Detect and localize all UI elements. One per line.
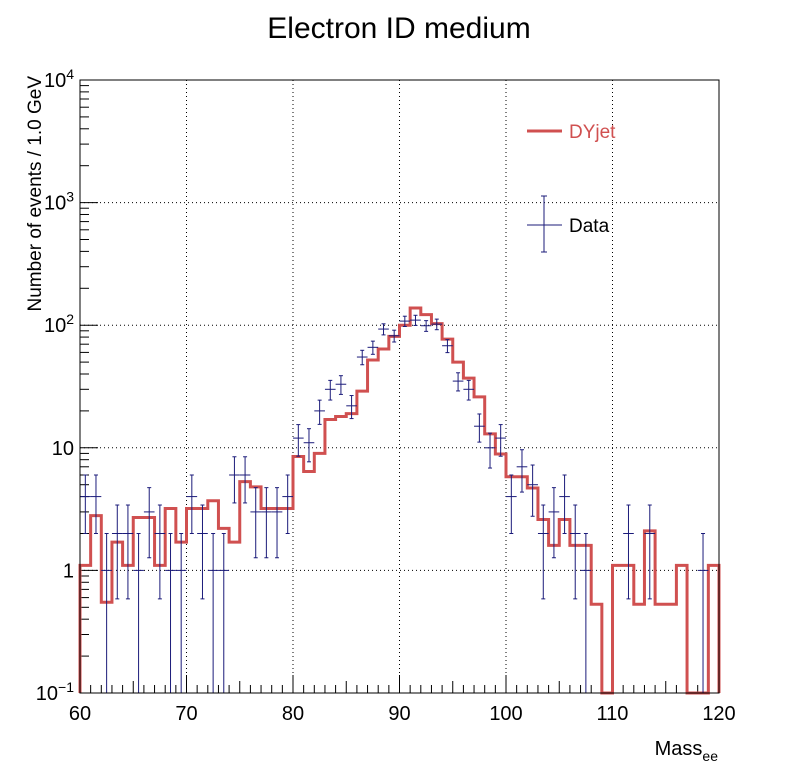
x-tick-label: 70 [175,703,197,725]
x-axis-label: Massee [655,738,719,764]
data-point [484,432,496,469]
data-point [463,379,475,401]
legend-entry-data: Data [527,195,610,253]
data-point [399,315,411,327]
data-point [133,532,144,693]
data-point [442,339,453,354]
data-point [293,424,304,457]
x-tick-label: 110 [597,703,629,725]
data-point [218,532,230,693]
data-point [261,487,272,559]
data-point [516,449,528,493]
legend-label-data: Data [569,216,610,237]
data-point [250,487,262,559]
data-point [537,504,549,600]
data-point [303,428,315,463]
data-point [324,379,336,401]
data-point [271,487,283,559]
x-tick-label: 60 [69,703,91,725]
data-point [165,532,176,693]
data-point [474,413,485,443]
chart-title: Electron ID medium [267,12,530,45]
legend-entry-dyjet: DYjet [527,122,616,143]
data-point [367,340,379,355]
data-point [239,456,251,504]
data-point [431,318,443,331]
data-point [207,532,219,693]
series-data [80,314,709,693]
data-point [410,314,421,326]
data-point [282,474,293,534]
data-point [229,456,240,504]
y-axis: 10−1 1 10 102 103 104 [36,66,98,705]
y-tick-label: 103 [44,189,74,215]
data-point [623,504,634,600]
y-axis-label: Number of events / 1.0 GeV [25,76,46,312]
y-tick-label: 10−1 [36,679,74,705]
data-point [80,474,91,534]
x-tick-label: 100 [489,703,522,725]
x-tick-label: 120 [702,703,735,725]
data-point [122,504,134,600]
data-point [186,474,198,534]
data-point [527,464,538,517]
data-point [580,532,592,693]
data-point [154,504,166,600]
data-point [506,474,517,534]
y-tick-label: 104 [44,66,74,92]
grid-lines [80,80,719,693]
x-tick-label: 90 [388,703,410,725]
plot-frame [79,79,720,694]
data-point [314,399,325,425]
legend-label-dyjet: DYjet [569,122,616,143]
data-point [356,349,368,366]
data-point [559,474,570,534]
y-tick-label: 10 [52,438,74,460]
data-point [111,504,123,600]
data-point [335,375,347,395]
data-point [90,474,102,534]
data-point [548,487,560,559]
data-point [175,532,187,693]
y-tick-label: 102 [44,311,74,337]
data-point [378,323,389,336]
data-point [495,424,506,457]
data-point [197,504,208,600]
data-point [452,372,464,392]
data-point [420,320,432,332]
data-point [143,487,155,559]
data-point [697,532,709,693]
data-point [569,504,581,600]
data-point [101,532,112,693]
data-point [346,395,357,420]
legend: DYjet Data [527,122,616,253]
x-tick-label: 80 [282,703,304,725]
data-point [388,329,400,343]
data-point [644,504,656,600]
y-tick-label: 1 [63,560,74,582]
x-axis: 60 70 80 90 100 110 120 [69,675,736,725]
